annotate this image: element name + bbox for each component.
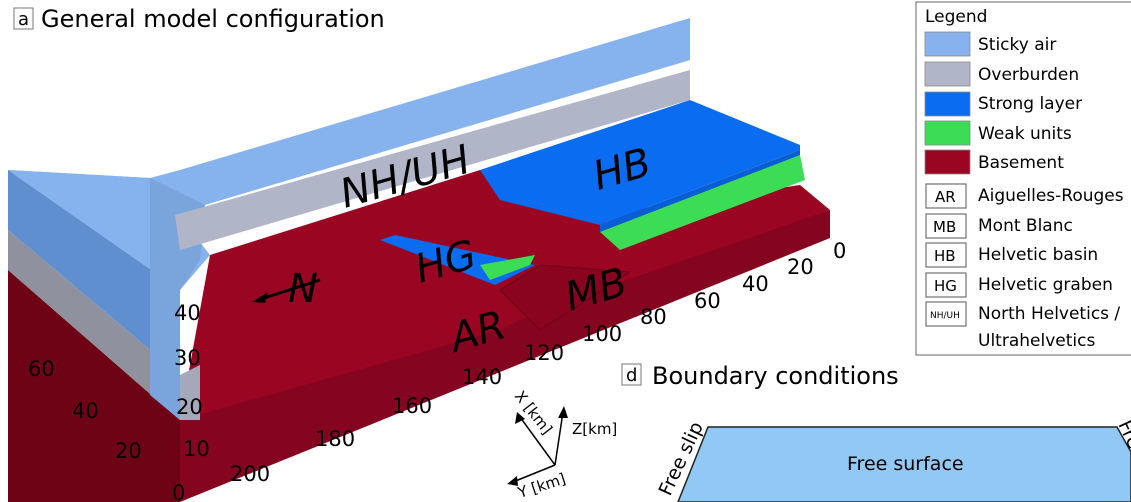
strong-layer-side	[600, 150, 800, 232]
x-tick-200: 200	[230, 462, 270, 486]
z-axis-arrowhead	[558, 406, 568, 418]
legend-abbr-box-mb	[925, 213, 967, 239]
mb-block	[499, 264, 632, 331]
y-tick-0: 0	[172, 481, 185, 502]
legend-abbr-hb: HB	[934, 247, 956, 265]
x-tick-40: 40	[742, 272, 769, 296]
legend-swatch-strong-layer	[924, 91, 971, 117]
x-tick-140: 140	[462, 365, 502, 389]
model-block: N NH/UH HB HG AR MB 0 20 40 60 80 100 12…	[8, 18, 846, 502]
weak-units-hb	[600, 155, 805, 250]
y-axis-label: Y [km]	[515, 470, 568, 502]
x-tick-100: 100	[582, 322, 622, 346]
z-tick-20: 20	[176, 395, 203, 419]
x-tick-20: 20	[787, 255, 814, 279]
legend-label-strong-layer: Strong layer	[978, 94, 1082, 114]
legend-label-overburden: Overburden	[978, 65, 1079, 85]
legend-abbr-hg: HG	[934, 277, 957, 295]
legend-title: Legend	[925, 7, 987, 27]
x-tick-0: 0	[833, 239, 846, 263]
legend-label-weak-units: Weak units	[978, 124, 1072, 144]
y-tick-60: 60	[28, 357, 55, 381]
legend-label-hb: Helvetic basin	[978, 245, 1098, 265]
free-surface-region	[677, 426, 1131, 502]
x-tick-60: 60	[694, 289, 721, 313]
legend-swatch-overburden	[924, 61, 971, 87]
boundary-diagram: Free surface Free slip Free	[655, 417, 1131, 502]
x-tick-160: 160	[392, 394, 432, 418]
basement-top-front	[180, 310, 540, 420]
sticky-air-front-face	[8, 170, 180, 375]
legend-swatch-sticky-air	[924, 31, 971, 57]
x-tick-180: 180	[315, 427, 355, 451]
strong-layer-hb	[480, 100, 800, 225]
free-surface-label: Free surface	[847, 453, 964, 475]
legend-abbr-box-hb	[925, 242, 967, 268]
x-tick-80: 80	[640, 305, 667, 329]
legend-swatch-basement	[924, 149, 971, 175]
panel-a-letter-box	[13, 7, 34, 30]
north-arrow-label: N	[288, 266, 318, 312]
overburden-front-face	[8, 230, 180, 420]
overburden-strip	[175, 70, 690, 250]
x-tick-120: 120	[524, 341, 564, 365]
legend-abbr-box-nhuh	[925, 301, 967, 327]
legend-abbr-mb: MB	[933, 218, 956, 236]
panel-d-title: Boundary conditions	[652, 362, 899, 390]
north-arrow-head	[252, 292, 268, 303]
legend-label-ar: Aiguelles-Rouges	[978, 186, 1124, 206]
z-tick-40: 40	[174, 301, 201, 325]
overburden-left-column	[180, 365, 200, 420]
legend-label-hg: Helvetic graben	[978, 275, 1113, 295]
legend-label-mb: Mont Blanc	[978, 216, 1073, 236]
north-arrow: N	[252, 266, 321, 312]
y-tick-40: 40	[72, 399, 99, 423]
panel-d-letter: d	[626, 365, 637, 386]
weak-units-hg	[480, 255, 535, 280]
basement-front-face	[8, 270, 180, 502]
y-axis-arrowhead	[507, 476, 518, 486]
z-axis-label: Z[km]	[572, 420, 617, 438]
legend-abbr-box-hg	[925, 272, 967, 298]
legend-label-sticky-air: Sticky air	[978, 35, 1056, 55]
legend-label-nhuh: North Helvetics /	[978, 304, 1120, 324]
panel-d-letter-box	[621, 363, 642, 386]
y-tick-20: 20	[115, 439, 142, 463]
legend-abbr-box-ar	[925, 183, 967, 209]
legend-swatch-weak-units	[924, 120, 971, 146]
x-axis-arrowhead	[515, 412, 525, 424]
basement-side-face	[180, 210, 830, 502]
axis-triad: X [km] Z[km] Y [km]	[507, 387, 617, 502]
legend-label-nhuh-line2: Ultrahelvetics	[978, 331, 1095, 351]
legend: Legend Sticky air Overburden Strong laye…	[915, 1, 1131, 356]
legend-abbr-nhuh: NH/UH	[930, 311, 960, 321]
panel-a-title: General model configuration	[41, 5, 385, 33]
panel-a-letter: a	[18, 9, 29, 30]
legend-label-basement: Basement	[978, 153, 1064, 173]
z-tick-10: 10	[183, 437, 210, 461]
legend-abbr-ar: AR	[935, 188, 956, 206]
z-tick-30: 30	[174, 346, 201, 370]
